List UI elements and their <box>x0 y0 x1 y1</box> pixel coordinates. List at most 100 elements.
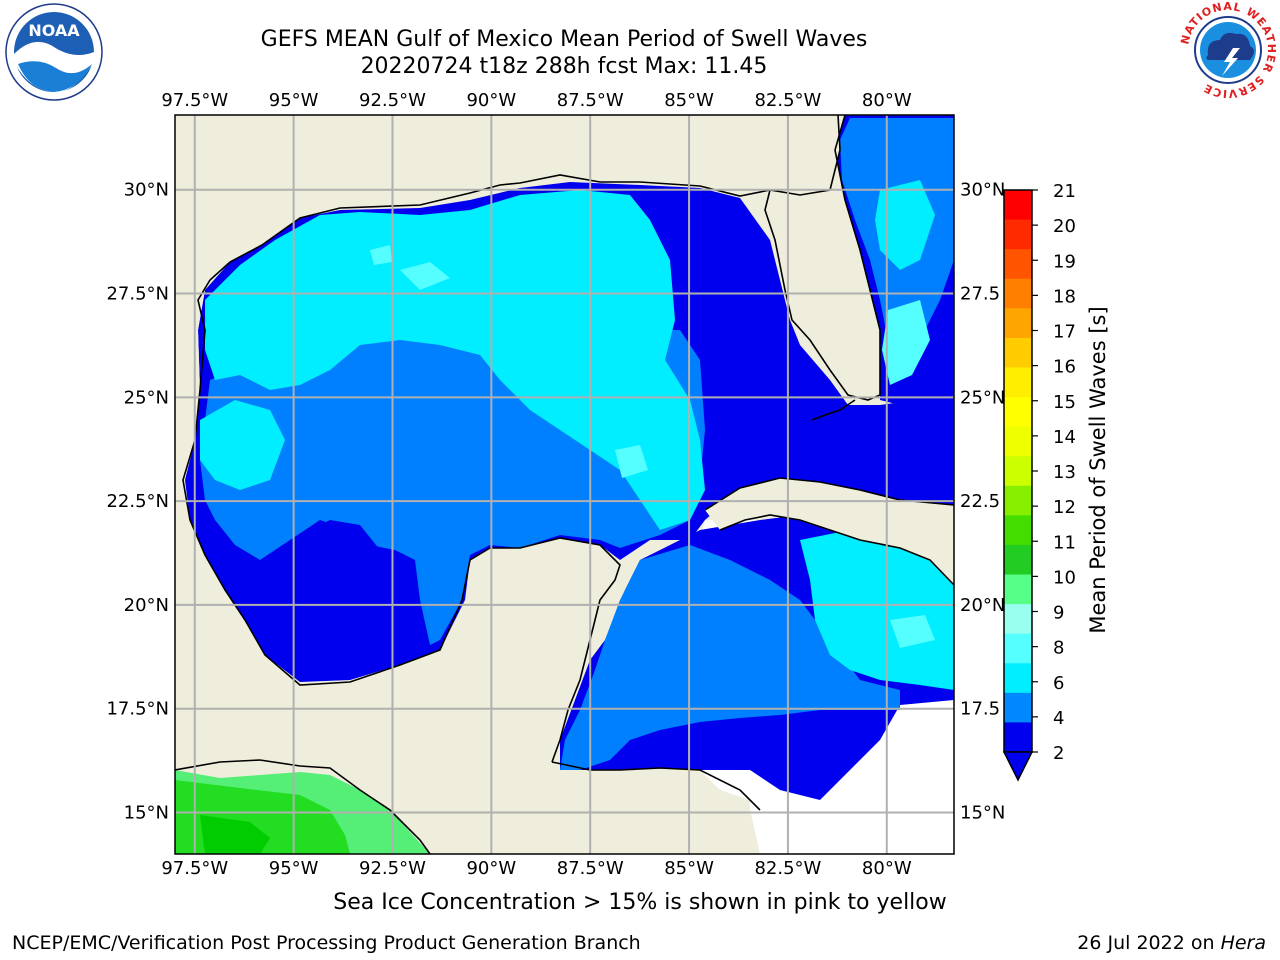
colorbar-tick-label: 6 <box>1053 673 1064 694</box>
lat-label-right: 25°N <box>960 387 1005 408</box>
colorbar-tick-label: 13 <box>1053 462 1076 483</box>
host-name: Hera <box>1220 932 1266 954</box>
colorbar-segment <box>1004 219 1032 250</box>
colorbar-segment <box>1004 249 1032 280</box>
gulf-period-8-patch2 <box>370 245 392 265</box>
lon-label-bottom: 95°W <box>269 858 319 879</box>
colorbar-segment <box>1004 692 1032 724</box>
colorbar-tick-label: 14 <box>1053 427 1076 448</box>
chart-title: GEFS MEAN Gulf of Mexico Mean Period of … <box>260 27 868 52</box>
noaa-logo-text: NOAA <box>28 21 80 40</box>
colorbar-segment <box>1004 456 1032 487</box>
colorbar-segment <box>1004 190 1032 221</box>
colorbar-tick-label: 21 <box>1053 181 1076 202</box>
gulf-period-6-cyan <box>205 190 705 530</box>
coastlines <box>175 115 954 854</box>
gridlines <box>175 115 954 854</box>
colorbar-tick-label: 2 <box>1053 743 1064 764</box>
lat-label-right: 22.5 <box>960 491 1000 512</box>
lon-label-bottom: 92.5°W <box>359 858 426 879</box>
lat-label-right: 17.5 <box>960 699 1000 720</box>
date-text: 26 Jul 2022 on Hera <box>1077 932 1266 954</box>
colorbar-tick-label: 15 <box>1053 392 1076 413</box>
colorbar-tick-label: 18 <box>1053 286 1076 307</box>
colorbar: 21 20 19 18 17 16 15 14 13 12 11 10 9 8 6 4 2 <box>1002 181 1076 782</box>
map-frame <box>174 114 955 855</box>
lon-label-bottom: 87.5°W <box>557 858 624 879</box>
lon-label-bottom: 90°W <box>466 858 516 879</box>
colorbar-label: Mean Period of Swell Waves [s] <box>1086 306 1110 634</box>
lat-label-right: 20°N <box>960 595 1005 616</box>
lat-label-right: 30°N <box>960 180 1005 201</box>
lat-label-left: 20°N <box>124 595 169 616</box>
mexico-land <box>175 115 840 700</box>
colorbar-segment <box>1004 485 1032 516</box>
lat-label-left: 17.5°N <box>106 699 169 720</box>
caribbean-period-6 <box>800 530 954 690</box>
nws-logo-icon: NATIONAL WEATHER SERVICE <box>1178 0 1277 100</box>
florida-land <box>765 115 880 400</box>
colorbar-segment <box>1004 544 1032 576</box>
lon-label-top: 92.5°W <box>359 90 426 111</box>
axis-tick-labels: 97.5°W 97.5°W 95°W 95°W 92.5°W 92.5°W 90°W 90°W… <box>106 90 1005 879</box>
lon-label-top: 82.5°W <box>754 90 821 111</box>
gulf-period-8-patch3 <box>615 445 648 478</box>
lon-label-top: 80°W <box>862 90 912 111</box>
pacific-period-11 <box>200 815 270 854</box>
gulf-period-6-sw <box>200 400 285 490</box>
colorbar-extend-arrow <box>1002 751 1034 782</box>
lat-label-right: 27.5 <box>960 284 1000 305</box>
colorbar-segment <box>1004 278 1032 309</box>
lon-label-bottom: 97.5°W <box>161 858 228 879</box>
yucatan-land <box>470 538 620 760</box>
lat-label-left: 15°N <box>124 802 169 823</box>
colorbar-tick-label: 20 <box>1053 216 1076 237</box>
lat-label-left: 27.5°N <box>106 284 169 305</box>
colorbar-tick-label: 16 <box>1053 357 1076 378</box>
atlantic-period-8 <box>882 300 930 385</box>
lon-label-bottom: 82.5°W <box>754 858 821 879</box>
colorbar-segment <box>1004 308 1032 339</box>
colorbar-segment <box>1004 633 1032 664</box>
colorbar-segment <box>1004 604 1032 635</box>
lon-label-top: 95°W <box>269 90 319 111</box>
caribbean-period-4-6 <box>560 545 900 770</box>
colorbar-segment <box>1004 426 1032 457</box>
colorbar-segment <box>1004 367 1032 398</box>
colorbar-tick-label: 17 <box>1053 322 1076 343</box>
gulf-period-8-patch1 <box>400 262 450 290</box>
lon-label-top: 85°W <box>664 90 714 111</box>
lon-label-bottom: 80°W <box>862 858 912 879</box>
lon-label-top: 87.5°W <box>557 90 624 111</box>
colorbar-tick-label: 11 <box>1053 532 1076 553</box>
gulf-period-2-west-patch <box>250 520 380 670</box>
sea-ice-caption: Sea Ice Concentration > 15% is shown in … <box>333 890 947 915</box>
lat-label-right: 15°N <box>960 802 1005 823</box>
lat-label-left: 25°N <box>124 387 169 408</box>
noaa-logo-icon: NOAA <box>5 3 103 101</box>
colorbar-tick-label: 9 <box>1053 603 1064 624</box>
lat-label-left: 30°N <box>124 180 169 201</box>
cuba-land <box>705 478 954 585</box>
colorbar-tick-label: 4 <box>1053 708 1064 729</box>
colorbar-tick-label: 12 <box>1053 497 1076 518</box>
chart-subtitle: 20220724 t18z 288h fcst Max: 11.45 <box>360 54 768 79</box>
caribbean-period-8-patch <box>890 615 935 648</box>
colorbar-tick-label: 19 <box>1053 251 1076 272</box>
colorbar-segment <box>1004 515 1032 546</box>
central-america-land <box>175 680 750 854</box>
lon-label-top: 97.5°W <box>161 90 228 111</box>
lat-label-left: 22.5°N <box>106 491 169 512</box>
date-label: 26 Jul 2022 on <box>1077 932 1221 954</box>
colorbar-tick-label: 8 <box>1053 638 1064 659</box>
credit-text: NCEP/EMC/Verification Post Processing Pr… <box>12 932 641 954</box>
colorbar-segment <box>1004 722 1032 753</box>
colorbar-segment <box>1004 574 1032 605</box>
lon-label-top: 90°W <box>466 90 516 111</box>
colorbar-segment <box>1004 663 1032 694</box>
lon-label-bottom: 85°W <box>664 858 714 879</box>
colorbar-segment <box>1004 337 1032 369</box>
colorbar-segment <box>1004 397 1032 428</box>
atlantic-period-6 <box>875 180 935 270</box>
